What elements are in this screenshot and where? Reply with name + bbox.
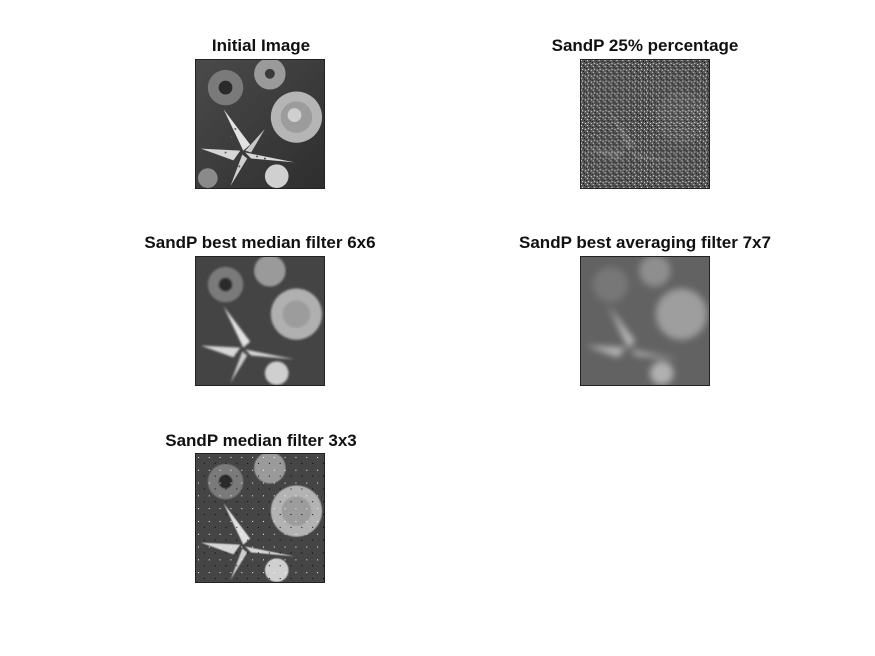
panel-title: Initial Image [211,36,311,55]
panel-title: SandP 25% percentage [551,36,739,55]
panel-title: SandP median filter 3x3 [165,431,357,450]
panel-title: SandP best median filter 6x6 [144,233,376,252]
flower-image-original [195,59,325,189]
flower-image-median-6x6 [195,256,325,386]
flower-image-average-7x7 [580,256,710,386]
flower-image-median-3x3 [195,453,325,583]
flower-image-salt-pepper-noise [580,59,710,189]
panel-title: SandP best averaging filter 7x7 [519,233,771,252]
